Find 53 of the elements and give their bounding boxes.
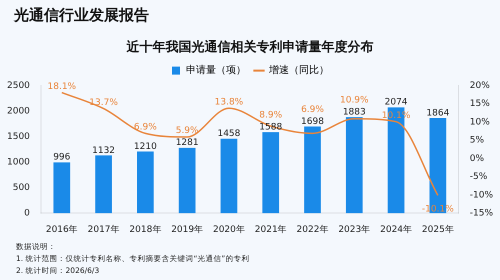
chart-subtitle: 近十年我国光通信相关专利申请量年度分布 bbox=[126, 39, 374, 56]
data-label: 10.9% bbox=[340, 95, 370, 106]
x-tick-label: 2018年 bbox=[129, 224, 162, 235]
data-label: 1883 bbox=[342, 107, 366, 118]
x-tick-label: 2016年 bbox=[46, 224, 78, 235]
y2-tick-label: -10% bbox=[470, 190, 494, 200]
data-label: 5.9% bbox=[176, 126, 200, 136]
x-tick-label: 2019年 bbox=[171, 224, 204, 235]
data-label: 1132 bbox=[92, 146, 116, 156]
bar bbox=[178, 148, 196, 214]
x-tick-label: 2025年 bbox=[422, 224, 454, 235]
legend-label: 增速（同比） bbox=[268, 64, 329, 76]
y2-tick-label: 5% bbox=[470, 136, 484, 146]
y-tick-label: 2500 bbox=[7, 80, 30, 91]
x-tick-label: 2022年 bbox=[296, 224, 328, 235]
bar bbox=[137, 151, 154, 214]
y2-tick-label: 20% bbox=[470, 80, 490, 91]
legend-label: 申请量（项） bbox=[186, 64, 246, 76]
y-tick-label: 1500 bbox=[7, 132, 30, 142]
data-label: 1281 bbox=[176, 138, 199, 148]
data-label: 1698 bbox=[301, 116, 324, 127]
x-tick-label: 2017年 bbox=[88, 224, 120, 235]
x-tick-label: 2024年 bbox=[380, 224, 412, 235]
data-label: 996 bbox=[53, 152, 71, 163]
data-label: 2074 bbox=[384, 98, 408, 108]
y2-tick-label: -5% bbox=[470, 172, 488, 182]
y-tick-label: 0 bbox=[24, 208, 30, 219]
data-label: 6.9% bbox=[134, 122, 158, 133]
x-tick-label: 2021年 bbox=[254, 224, 287, 235]
y2-tick-label: 0% bbox=[470, 154, 484, 164]
y2-tick-label: -15% bbox=[470, 208, 494, 219]
bar bbox=[53, 162, 70, 214]
data-label: 1458 bbox=[217, 129, 241, 140]
x-tick-label: 2020年 bbox=[212, 224, 245, 235]
y-tick-label: 2000 bbox=[7, 106, 30, 116]
data-label: 13.7% bbox=[89, 98, 118, 108]
y2-tick-label: 15% bbox=[470, 99, 490, 110]
data-label: 1210 bbox=[134, 142, 158, 152]
bar bbox=[262, 132, 280, 214]
y-tick-label: 500 bbox=[12, 183, 30, 194]
data-label: 6.9% bbox=[301, 104, 324, 115]
bar bbox=[346, 117, 363, 214]
chart-title: 光通信行业发展报告 bbox=[14, 6, 149, 25]
data-label: 13.8% bbox=[214, 98, 244, 108]
data-label: 8.9% bbox=[259, 110, 283, 120]
data-label: 1864 bbox=[426, 108, 450, 118]
y-tick-label: 1000 bbox=[7, 158, 30, 168]
bar bbox=[220, 138, 238, 214]
y2-tick-label: 10% bbox=[470, 117, 490, 128]
bar bbox=[304, 126, 321, 214]
bar bbox=[95, 155, 112, 214]
x-tick-label: 2023年 bbox=[338, 224, 370, 235]
data-label: 18.1% bbox=[48, 82, 77, 92]
